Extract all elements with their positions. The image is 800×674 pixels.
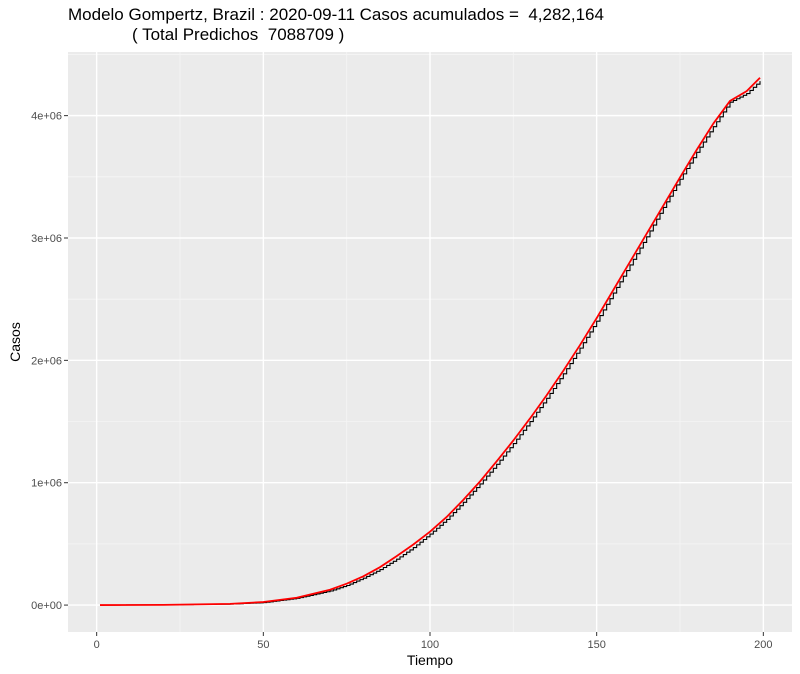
x-tick-label: 100 bbox=[421, 639, 439, 651]
y-tick-label: 4e+06 bbox=[31, 111, 62, 123]
grid-major bbox=[68, 52, 792, 632]
chart-subtitle: ( Total Predichos 7088709 ) bbox=[132, 25, 345, 44]
y-tick-label: 2e+06 bbox=[31, 355, 62, 367]
x-tick-label: 200 bbox=[754, 639, 772, 651]
chart-title: Modelo Gompertz, Brazil : 2020-09-11 Cas… bbox=[68, 5, 604, 24]
x-tick-label: 150 bbox=[587, 639, 605, 651]
y-axis-label: Casos bbox=[7, 322, 23, 362]
series-fitted-line bbox=[99, 77, 761, 606]
y-tick-label: 1e+06 bbox=[31, 478, 62, 490]
x-tick-label: 50 bbox=[257, 639, 269, 651]
axis-layer: 0 50 100 150 200 0e+00 1e+06 2e+06 3e+06 4e+06 bbox=[31, 111, 772, 651]
y-tick-label: 0e+00 bbox=[31, 600, 62, 612]
y-tick-label: 3e+06 bbox=[31, 233, 62, 245]
x-axis-label: Tiempo bbox=[407, 652, 453, 668]
x-tick-label: 0 bbox=[94, 639, 100, 651]
series-layer bbox=[99, 77, 761, 606]
